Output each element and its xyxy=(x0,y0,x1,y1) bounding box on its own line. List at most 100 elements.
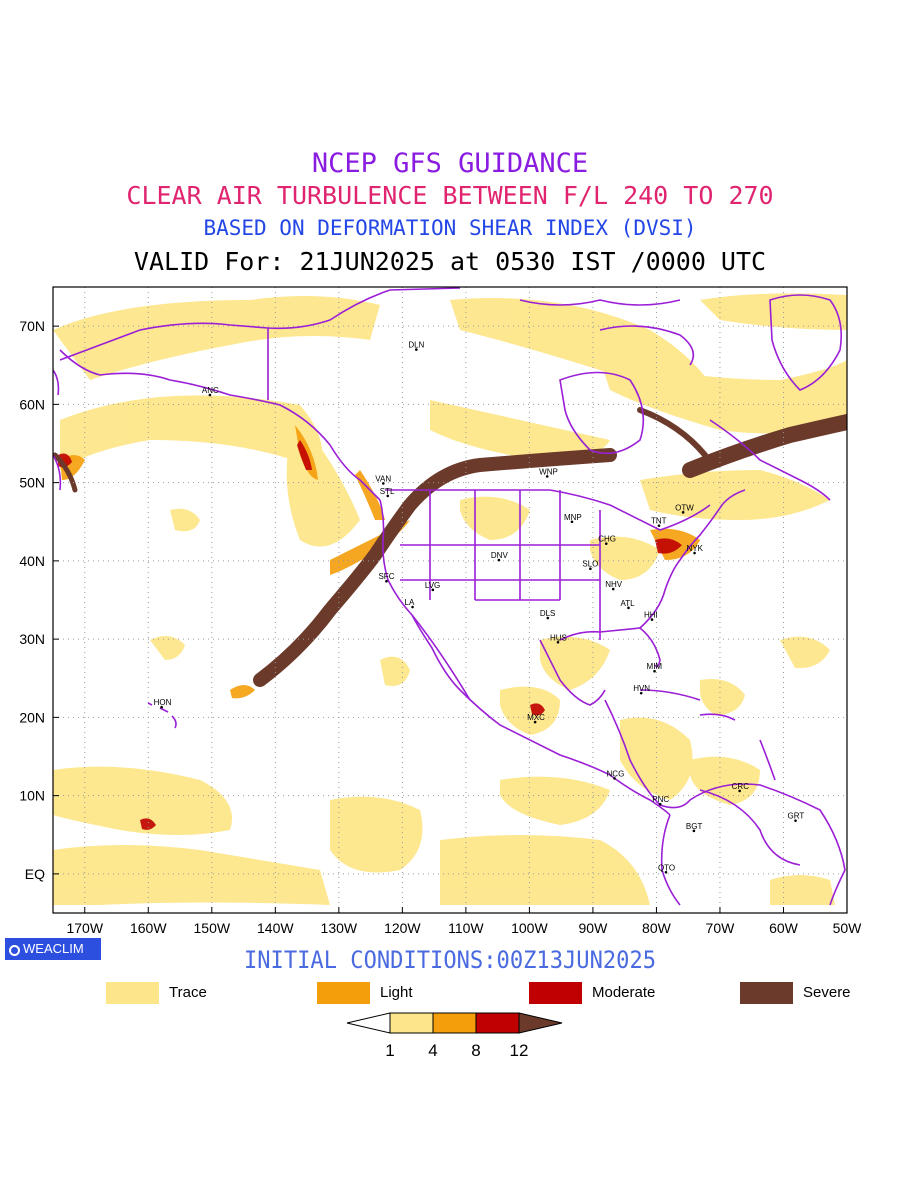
city-label: DLS xyxy=(540,609,556,618)
lon-tick-label: 100W xyxy=(511,920,548,936)
severe-turbulence-jet xyxy=(53,407,847,687)
city-marker xyxy=(497,558,501,562)
city-marker xyxy=(546,616,550,620)
title-method: BASED ON DEFORMATION SHEAR INDEX (DVSI) xyxy=(203,216,697,240)
city-label: SFC xyxy=(378,572,394,581)
legend-label-trace: Trace xyxy=(169,984,207,1001)
colorbar-tick-12: 12 xyxy=(510,1041,529,1060)
city-marker xyxy=(657,524,661,527)
legend-swatch-trace xyxy=(106,982,159,1004)
city-marker xyxy=(653,669,656,673)
title-product: CLEAR AIR TURBULENCE BETWEEN F/L 240 TO … xyxy=(126,181,774,210)
city-marker xyxy=(692,829,696,833)
legend-label-light: Light xyxy=(380,984,413,1001)
city-marker xyxy=(639,691,643,695)
lon-tick-label: 50W xyxy=(833,920,863,936)
city-label: HVN xyxy=(633,684,650,693)
logo-icon xyxy=(9,945,20,956)
city-label: VAN xyxy=(375,474,391,483)
lon-tick-label: 70W xyxy=(706,920,736,936)
city-label: GRT xyxy=(788,812,805,821)
city-label: ATL xyxy=(620,599,635,608)
city-marker xyxy=(208,393,212,397)
lon-tick-label: 140W xyxy=(257,920,294,936)
lon-tick-label: 80W xyxy=(642,920,672,936)
lat-tick-label: 20N xyxy=(19,709,45,725)
city-marker xyxy=(533,720,537,724)
lon-tick-label: 170W xyxy=(66,920,103,936)
legend-label-moderate: Moderate xyxy=(592,984,656,1001)
colorbar-segment-below xyxy=(346,1012,391,1034)
colorbar-tick-4: 4 xyxy=(428,1041,437,1060)
city-label: OTW xyxy=(675,503,694,512)
axis-ticks: 170W 160W 150W 140W 130W 120W 110W 100W 90W 80W 70… xyxy=(19,318,862,936)
lat-tick-label: 10N xyxy=(19,788,45,804)
map-field: DLN ANC VAN STL WNP MNP OTW TNT CHG NYK DNV SFC SLO L… xyxy=(53,287,847,913)
trace-turbulence-areas xyxy=(53,293,847,905)
city-label: NHV xyxy=(605,580,623,589)
city-marker xyxy=(385,579,388,583)
lon-tick-label: 60W xyxy=(769,920,799,936)
city-marker xyxy=(681,511,685,514)
city-marker xyxy=(570,520,574,524)
city-label: QTO xyxy=(658,863,675,872)
city-marker xyxy=(611,587,615,591)
city-label: DNV xyxy=(491,551,509,560)
title-model: NCEP GFS GUIDANCE xyxy=(311,148,589,179)
brand-badge: WEACLIM xyxy=(5,938,101,960)
city-marker xyxy=(386,494,390,498)
city-marker xyxy=(545,475,549,478)
lat-tick-label: 50N xyxy=(19,475,45,491)
city-label: LVG xyxy=(425,581,440,590)
city-marker xyxy=(693,551,696,555)
city-label: STL xyxy=(380,487,395,496)
colorbar-segment-severe xyxy=(518,1012,563,1034)
lon-tick-label: 90W xyxy=(579,920,609,936)
colorbar-segment-light xyxy=(432,1012,477,1034)
colorbar-segment-moderate xyxy=(475,1012,520,1034)
brand-badge-text: WEACLIM xyxy=(23,941,84,956)
city-label: MNP xyxy=(564,513,582,522)
city-marker xyxy=(664,871,668,874)
city-label: HUS xyxy=(550,633,567,642)
city-marker xyxy=(738,789,741,793)
city-marker xyxy=(604,542,608,545)
city-marker xyxy=(415,348,418,351)
city-marker xyxy=(431,588,435,592)
colorbar-segment-trace xyxy=(389,1012,434,1034)
city-marker xyxy=(589,567,592,570)
city-marker xyxy=(556,640,560,644)
lon-tick-label: 120W xyxy=(384,920,421,936)
city-label: CHG xyxy=(598,535,616,544)
legend-swatch-severe xyxy=(740,982,793,1004)
lat-tick-label: 30N xyxy=(19,631,45,647)
colorbar-tick-8: 8 xyxy=(471,1041,480,1060)
city-label: LA xyxy=(405,598,415,607)
initial-conditions: INITIAL CONDITIONS:00Z13JUN2025 xyxy=(243,946,657,974)
lon-tick-label: 160W xyxy=(130,920,167,936)
color-bar: 1 4 8 12 xyxy=(346,1012,563,1060)
city-label: HON xyxy=(154,698,172,707)
lon-tick-label: 110W xyxy=(448,920,484,936)
legend-label-severe: Severe xyxy=(803,984,851,1001)
colorbar-tick-1: 1 xyxy=(385,1041,394,1060)
city-label: CRC xyxy=(732,782,750,791)
lat-tick-label: EQ xyxy=(25,866,45,882)
city-label: PNC xyxy=(652,795,669,804)
coastlines-and-borders xyxy=(53,287,846,906)
city-marker xyxy=(411,605,414,609)
lat-tick-label: 40N xyxy=(19,553,45,569)
city-label: BGT xyxy=(686,822,703,831)
city-marker xyxy=(658,802,662,806)
title-valid-time: VALID For: 21JUN2025 at 0530 IST /0000 U… xyxy=(133,247,767,276)
city-marker xyxy=(382,482,385,485)
city-marker xyxy=(650,618,654,621)
city-label: MXC xyxy=(527,713,545,722)
city-label: MIM xyxy=(647,662,663,671)
city-label: NYK xyxy=(687,544,704,553)
city-label: DLN xyxy=(408,341,424,350)
city-marker xyxy=(613,777,616,780)
city-marker xyxy=(160,705,163,709)
city-label: NCG xyxy=(607,769,625,778)
